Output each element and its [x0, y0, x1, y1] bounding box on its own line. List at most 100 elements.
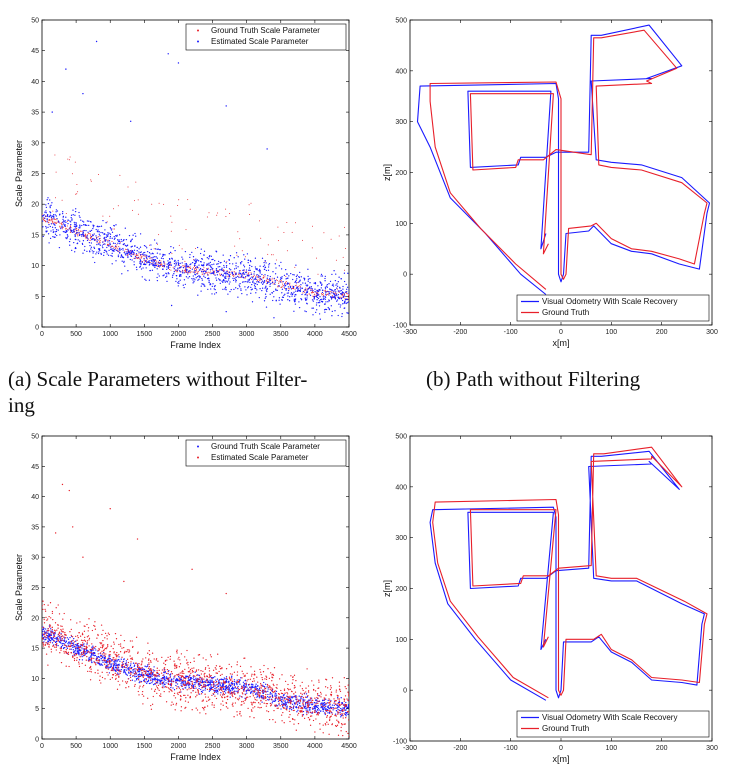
scatter-point [59, 637, 60, 638]
scatter-point [112, 253, 113, 254]
scatter-point [284, 697, 285, 698]
scatter-point [102, 245, 103, 246]
scatter-point [108, 668, 109, 669]
scatter-point [254, 680, 255, 681]
scatter-point [60, 228, 61, 229]
scatter-point [99, 675, 100, 676]
scatter-point [254, 697, 255, 698]
scatter-point [108, 667, 109, 668]
scatter-point [58, 634, 59, 635]
scatter-point [102, 677, 103, 678]
scatter-point [144, 279, 145, 280]
scatter-point [211, 679, 212, 680]
scatter-point [337, 725, 338, 726]
scatter-point [325, 299, 326, 300]
scatter-point [335, 280, 336, 281]
scatter-point [344, 302, 345, 303]
scatter-point [54, 224, 55, 225]
scatter-point [233, 716, 234, 717]
scatter-point [278, 285, 279, 286]
scatter-point [290, 703, 291, 704]
scatter-point [223, 271, 224, 272]
y-axis-label: z[m] [382, 164, 392, 181]
scatter-point [300, 287, 301, 288]
scatter-point [135, 236, 136, 237]
scatter-point [289, 285, 290, 286]
scatter-point [328, 294, 329, 295]
scatter-point [265, 694, 266, 695]
scatter-point [183, 272, 184, 273]
scatter-point [143, 668, 144, 669]
scatter-point [322, 706, 323, 707]
x-tick-label: 2500 [205, 743, 221, 750]
scatter-point [297, 701, 298, 702]
scatter-point [296, 282, 297, 283]
scatter-point [168, 272, 169, 273]
scatter-point [198, 691, 199, 692]
scatter-point [70, 226, 71, 227]
scatter-point [177, 268, 178, 269]
scatter-point [249, 214, 250, 215]
scatter-point [207, 274, 208, 275]
scatter-point [207, 679, 208, 680]
scatter-point [266, 679, 267, 680]
scatter-point [105, 656, 106, 657]
scatter-point [82, 231, 83, 232]
scatter-point [108, 245, 109, 246]
scatter-point [324, 707, 325, 708]
scatter-point [72, 232, 73, 233]
scatter-point [219, 274, 220, 275]
scatter-point [309, 293, 310, 294]
scatter-point [206, 680, 207, 681]
scatter-point [119, 250, 120, 251]
scatter-point [43, 645, 44, 646]
scatter-point [180, 689, 181, 690]
scatter-point [171, 265, 172, 266]
scatter-point [348, 704, 349, 705]
scatter-point [265, 294, 266, 295]
scatter-point [204, 286, 205, 287]
scatter-point [309, 709, 310, 710]
scatter-point [347, 707, 348, 708]
scatter-point [112, 250, 113, 251]
scatter-point [65, 237, 66, 238]
scatter-point [203, 276, 204, 277]
scatter-point [50, 238, 51, 239]
scatter-point [299, 285, 300, 286]
scatter-point [130, 658, 131, 659]
scatter-point [162, 682, 163, 683]
scatter-point [323, 704, 324, 705]
scatter-point [322, 275, 323, 276]
scatter-point [83, 224, 84, 225]
scatter-point [322, 301, 323, 302]
scatter-point [190, 263, 191, 264]
scatter-point [268, 264, 269, 265]
x-tick-label: 0 [40, 331, 44, 338]
scatter-point [130, 640, 131, 641]
scatter-point [309, 719, 310, 720]
scatter-point [108, 250, 109, 251]
scatter-point [267, 699, 268, 700]
scatter-point [159, 670, 160, 671]
scatter-point [119, 234, 120, 235]
scatter-point [337, 713, 338, 714]
scatter-point [285, 681, 286, 682]
scatter-point [52, 236, 53, 237]
scatter-point [113, 661, 114, 662]
scatter-point [293, 311, 294, 312]
scatter-point [119, 671, 120, 672]
scatter-point [151, 688, 152, 689]
scatter-point [55, 644, 56, 645]
scatter-point [141, 258, 142, 259]
scatter-point [63, 640, 64, 641]
y-tick-label: 15 [31, 646, 39, 653]
scatter-point [148, 256, 149, 257]
scatter-point [266, 686, 267, 687]
scatter-point [228, 681, 229, 682]
scatter-point [138, 694, 139, 695]
scatter-point [280, 690, 281, 691]
scatter-point [101, 651, 102, 652]
scatter-point [168, 671, 169, 672]
scatter-point [130, 680, 131, 681]
